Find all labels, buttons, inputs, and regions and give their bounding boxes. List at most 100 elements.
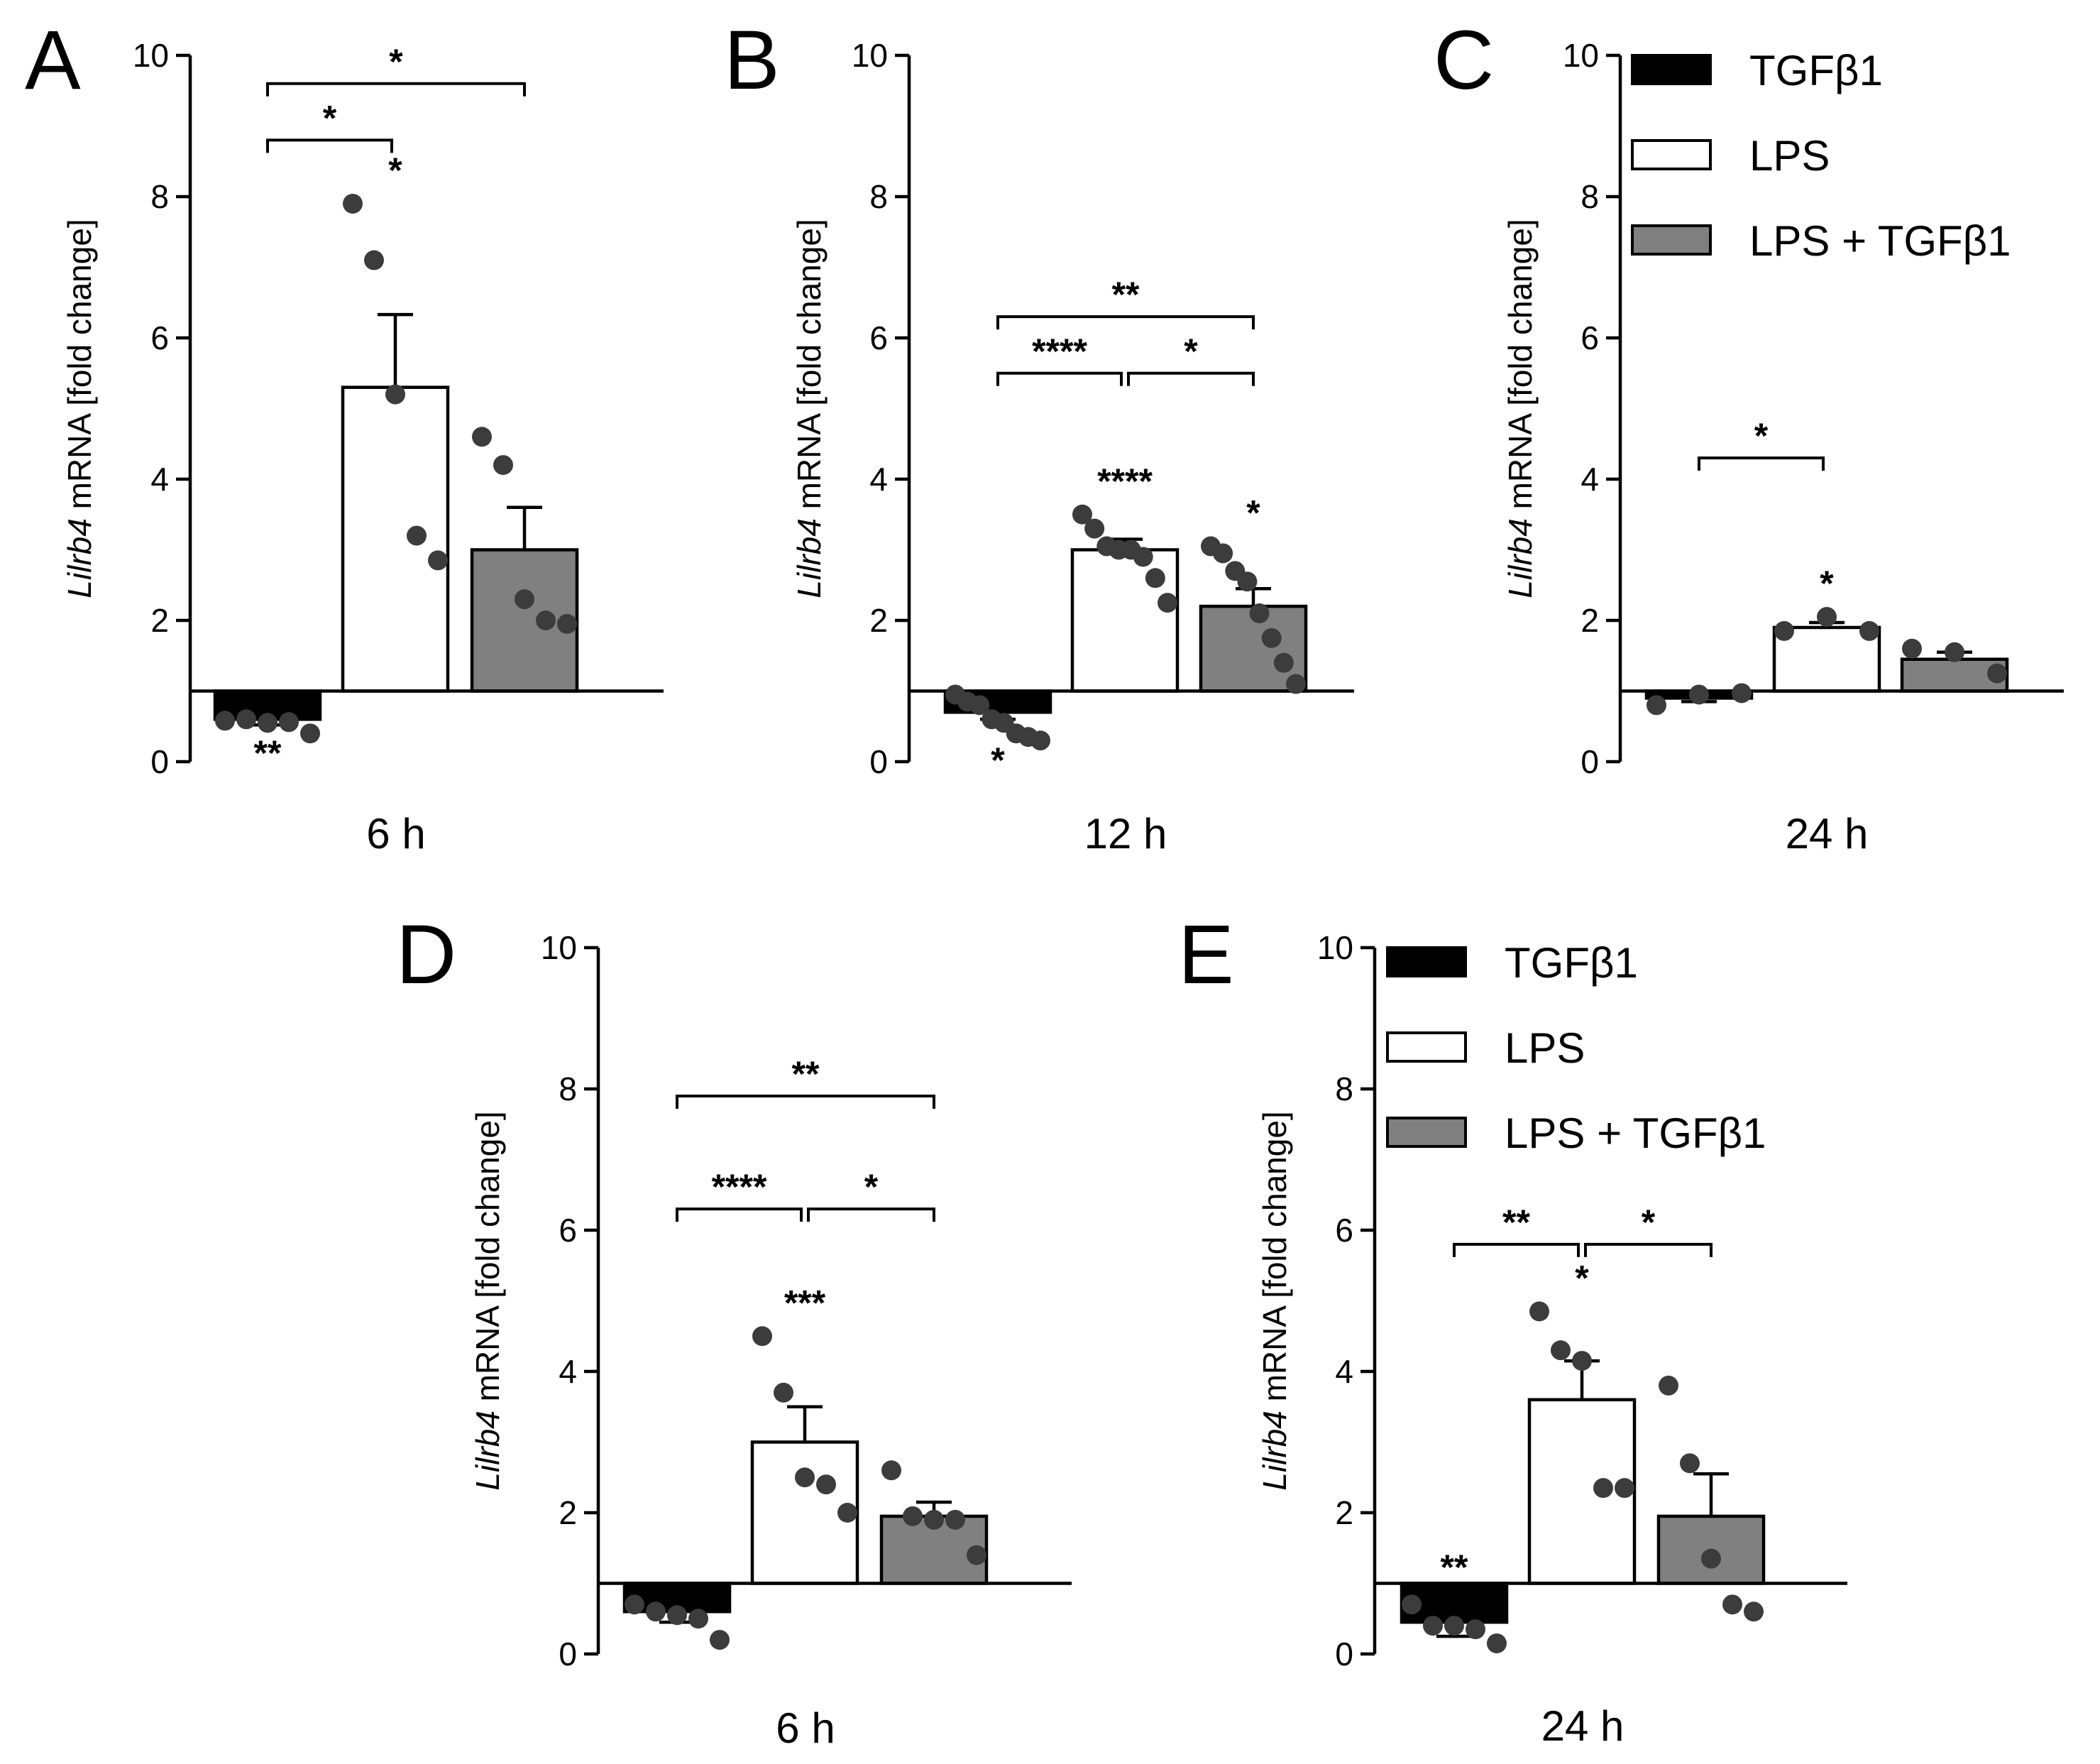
- panel-letter: A: [25, 13, 81, 107]
- data-point: [837, 1503, 857, 1523]
- data-point: [625, 1594, 644, 1615]
- significance-bracket: [1698, 456, 1825, 471]
- data-point: [258, 713, 277, 733]
- data-point: [1423, 1616, 1443, 1636]
- x-axis-label: 24 h: [1541, 1702, 1625, 1750]
- data-point: [1572, 1351, 1592, 1371]
- significance-star: *: [991, 740, 1005, 780]
- data-point: [1689, 684, 1709, 705]
- y-tick-label: 8: [1335, 1070, 1353, 1107]
- bracket-label: *: [389, 42, 403, 82]
- significance-bracket: [676, 1094, 935, 1109]
- bracket-label: **: [1502, 1203, 1530, 1242]
- y-axis-label: Lilrb4 mRNA [fold change]: [61, 219, 98, 598]
- legend-swatch: [1386, 946, 1467, 977]
- data-point: [557, 613, 577, 634]
- legend-label: TGFβ1: [1505, 939, 1638, 987]
- y-tick-label: 0: [1581, 743, 1599, 780]
- data-point: [343, 193, 363, 214]
- y-axis-label-unit: mRNA [fold change]: [791, 219, 828, 518]
- y-tick-label: 10: [133, 37, 169, 74]
- data-point: [472, 427, 492, 447]
- y-tick-label: 10: [1317, 929, 1353, 966]
- data-point: [1732, 683, 1752, 703]
- data-point: [364, 250, 384, 270]
- significance-star: *: [1246, 493, 1260, 533]
- data-point: [1902, 638, 1922, 659]
- y-tick-label: 2: [150, 602, 169, 639]
- legend: TGFβ1 LPS LPS + TGFβ1: [1631, 47, 2011, 265]
- data-point: [816, 1474, 836, 1495]
- y-tick-label: 8: [869, 178, 888, 215]
- y-axis-label-gene: Lilrb4: [61, 518, 98, 598]
- data-point: [1774, 620, 1794, 641]
- data-point: [1261, 628, 1282, 648]
- y-tick-label: 2: [1335, 1494, 1353, 1531]
- y-axis-label: Lilrb4 mRNA [fold change]: [1256, 1111, 1293, 1490]
- legend-swatch: [1386, 1117, 1467, 1148]
- data-point: [428, 550, 448, 571]
- legend-label: LPS: [1505, 1024, 1585, 1072]
- x-axis-label: 12 h: [1084, 810, 1167, 858]
- y-tick-label: 6: [1581, 319, 1599, 356]
- y-axis-label-gene: Lilrb4: [469, 1410, 506, 1491]
- y-tick-label: 0: [869, 743, 888, 780]
- data-point: [1647, 695, 1666, 716]
- data-point: [215, 711, 235, 731]
- legend-swatch: [1386, 1031, 1467, 1063]
- y-tick-label: 0: [150, 743, 169, 780]
- bracket-label: **: [1112, 275, 1140, 314]
- data-point: [1551, 1340, 1571, 1361]
- significance-bracket: [996, 371, 1123, 386]
- y-tick-label: 2: [559, 1494, 577, 1531]
- data-point: [1444, 1616, 1464, 1636]
- y-axis-label-gene: Lilrb4: [1502, 518, 1539, 598]
- data-point: [1529, 1301, 1549, 1322]
- data-point: [1722, 1594, 1742, 1615]
- significance-bracket: [1453, 1242, 1580, 1257]
- legend-swatch: [1631, 139, 1712, 170]
- y-tick-label: 10: [852, 37, 888, 74]
- y-tick-label: 6: [559, 1212, 577, 1249]
- y-tick-label: 4: [150, 461, 169, 498]
- data-point: [1237, 571, 1258, 592]
- y-tick-label: 8: [1581, 178, 1599, 215]
- y-axis-label: Lilrb4 mRNA [fold change]: [469, 1111, 506, 1490]
- data-point: [924, 1509, 944, 1530]
- y-tick-label: 6: [1335, 1212, 1353, 1249]
- legend-label: LPS + TGFβ1: [1749, 217, 2011, 265]
- panel-letter: B: [724, 13, 780, 107]
- significance-bracket: [807, 1207, 935, 1222]
- significance-bracket: [266, 138, 393, 153]
- significance-star: ****: [1097, 461, 1153, 501]
- data-point: [903, 1506, 923, 1526]
- y-tick-label: 4: [1581, 461, 1599, 498]
- bracket-label: **: [792, 1054, 820, 1094]
- data-point: [1487, 1633, 1507, 1654]
- significance-bracket: [266, 82, 526, 97]
- significance-star: **: [254, 733, 282, 773]
- significance-bracket: [1127, 371, 1255, 386]
- data-point: [688, 1609, 708, 1629]
- panel-letter: E: [1178, 908, 1234, 1002]
- y-axis-label-unit: mRNA [fold change]: [61, 219, 98, 518]
- legend: TGFβ1 LPS LPS + TGFβ1: [1386, 939, 1766, 1157]
- data-point: [710, 1630, 730, 1650]
- data-point: [1158, 593, 1177, 613]
- significance-bracket: [676, 1207, 803, 1222]
- y-tick-label: 10: [1563, 37, 1599, 74]
- data-point: [774, 1382, 793, 1403]
- data-point: [1030, 730, 1050, 751]
- y-axis-label-gene: Lilrb4: [1256, 1410, 1293, 1491]
- data-point: [407, 525, 427, 546]
- data-point: [1859, 620, 1879, 641]
- panel-letter: D: [396, 908, 456, 1002]
- data-point: [1133, 547, 1153, 567]
- bracket-label: *: [1754, 416, 1769, 456]
- bracket-label: ****: [712, 1167, 767, 1207]
- data-point: [945, 1509, 965, 1530]
- legend-swatch: [1631, 54, 1712, 85]
